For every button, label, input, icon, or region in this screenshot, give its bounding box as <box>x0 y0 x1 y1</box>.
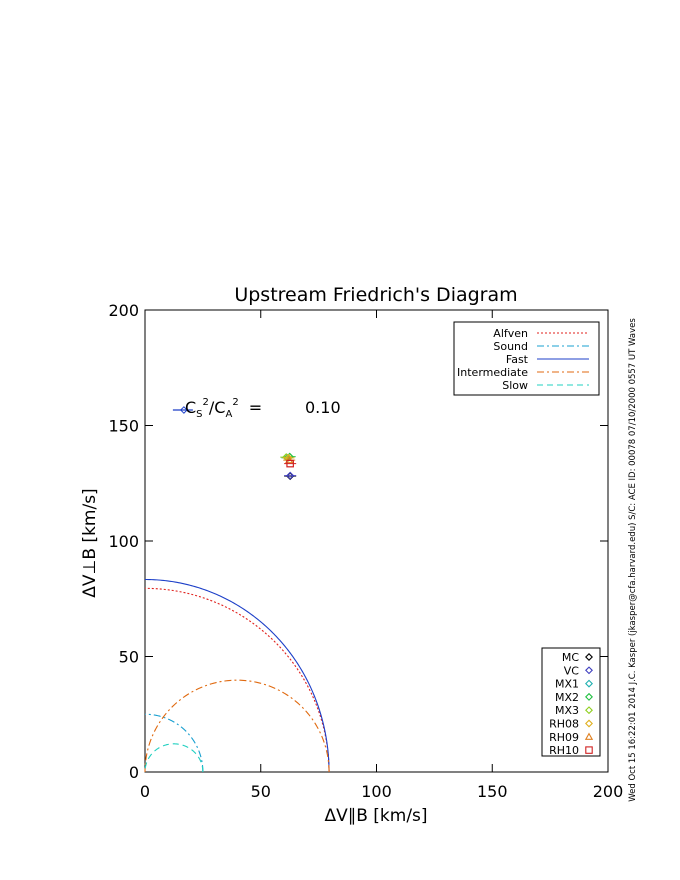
solution-legend-marker <box>585 746 593 754</box>
curve-fast <box>144 578 330 772</box>
x-tick-label: 50 <box>251 782 271 801</box>
scale-bar-marker <box>179 406 188 414</box>
solution-legend-label: MX3 <box>555 704 579 717</box>
ratio-equals: = <box>249 398 262 417</box>
solution-legend-marker <box>585 692 593 701</box>
x-tick-label: 100 <box>361 782 392 801</box>
ratio-sub-a: A <box>225 409 232 420</box>
point-rh10 <box>286 459 294 468</box>
curve-legend-label: Intermediate <box>457 366 528 379</box>
axis-ticks: 0 50 100 150 200 0 50 100 150 200 <box>108 301 623 801</box>
y-axis-label: ΔV⊥B [km/s] <box>80 488 100 597</box>
solution-legend-marker <box>585 706 593 715</box>
x-axis-label: ΔV∥B [km/s] <box>324 806 427 826</box>
curve-legend-label: Sound <box>493 340 528 353</box>
curve-legend-label: Alfven <box>493 327 528 340</box>
ratio-sup-a: 2 <box>232 397 238 408</box>
y-tick-label: 0 <box>129 763 139 782</box>
solution-legend-marker <box>584 732 594 740</box>
solution-legend-marker <box>585 719 593 728</box>
solution-legend-marker <box>585 666 593 675</box>
x-tick-label: 150 <box>477 782 508 801</box>
svg-text:CS2/CA2=: CS2/CA2 = <box>185 397 262 420</box>
ratio-annotation: CS2/CA2 = 0.10 <box>185 397 341 420</box>
solution-legend-marker <box>585 653 593 661</box>
curve-intermediate <box>144 679 330 773</box>
solution-legend-label: MC <box>562 651 579 664</box>
curve-legend-label: Slow <box>502 379 528 392</box>
ratio-sub-s: S <box>196 409 202 420</box>
ratio-c-s: C <box>185 398 196 417</box>
ratio-slash: / <box>209 398 215 417</box>
ratio-value: 0.10 <box>305 398 341 417</box>
y-tick-label: 50 <box>119 648 139 667</box>
y-tick-label: 200 <box>108 301 139 320</box>
solution-legend-label: RH10 <box>549 744 579 757</box>
curve-sound <box>145 713 204 773</box>
solution-points <box>172 406 297 481</box>
y-tick-label: 150 <box>108 417 139 436</box>
point-rh08 <box>284 453 293 462</box>
curve-slow <box>144 743 204 773</box>
curve-legend-label: Fast <box>506 353 529 366</box>
solution-legend-box <box>541 647 601 757</box>
x-tick-label: 200 <box>593 782 624 801</box>
y-tick-label: 100 <box>108 532 139 551</box>
solution-legend-label: MX1 <box>555 678 579 691</box>
ratio-sup-s: 2 <box>203 397 209 408</box>
solution-legend-label: RH09 <box>549 731 579 744</box>
curve-group <box>144 578 330 773</box>
curve-alfven <box>145 587 330 772</box>
x-tick-label: 0 <box>140 782 150 801</box>
chart-title: Upstream Friedrich's Diagram <box>234 284 517 306</box>
point-vc <box>286 471 295 480</box>
solution-legend-marker <box>585 679 593 688</box>
solution-legend-label: RH08 <box>549 718 579 731</box>
solution-legend-label: VC <box>564 664 580 677</box>
ratio-c-a: C <box>214 398 225 417</box>
solution-legend-label: MX2 <box>555 691 579 704</box>
side-note: Wed Oct 15 16:22:01 2014 J.C. Kasper (jk… <box>628 318 638 802</box>
